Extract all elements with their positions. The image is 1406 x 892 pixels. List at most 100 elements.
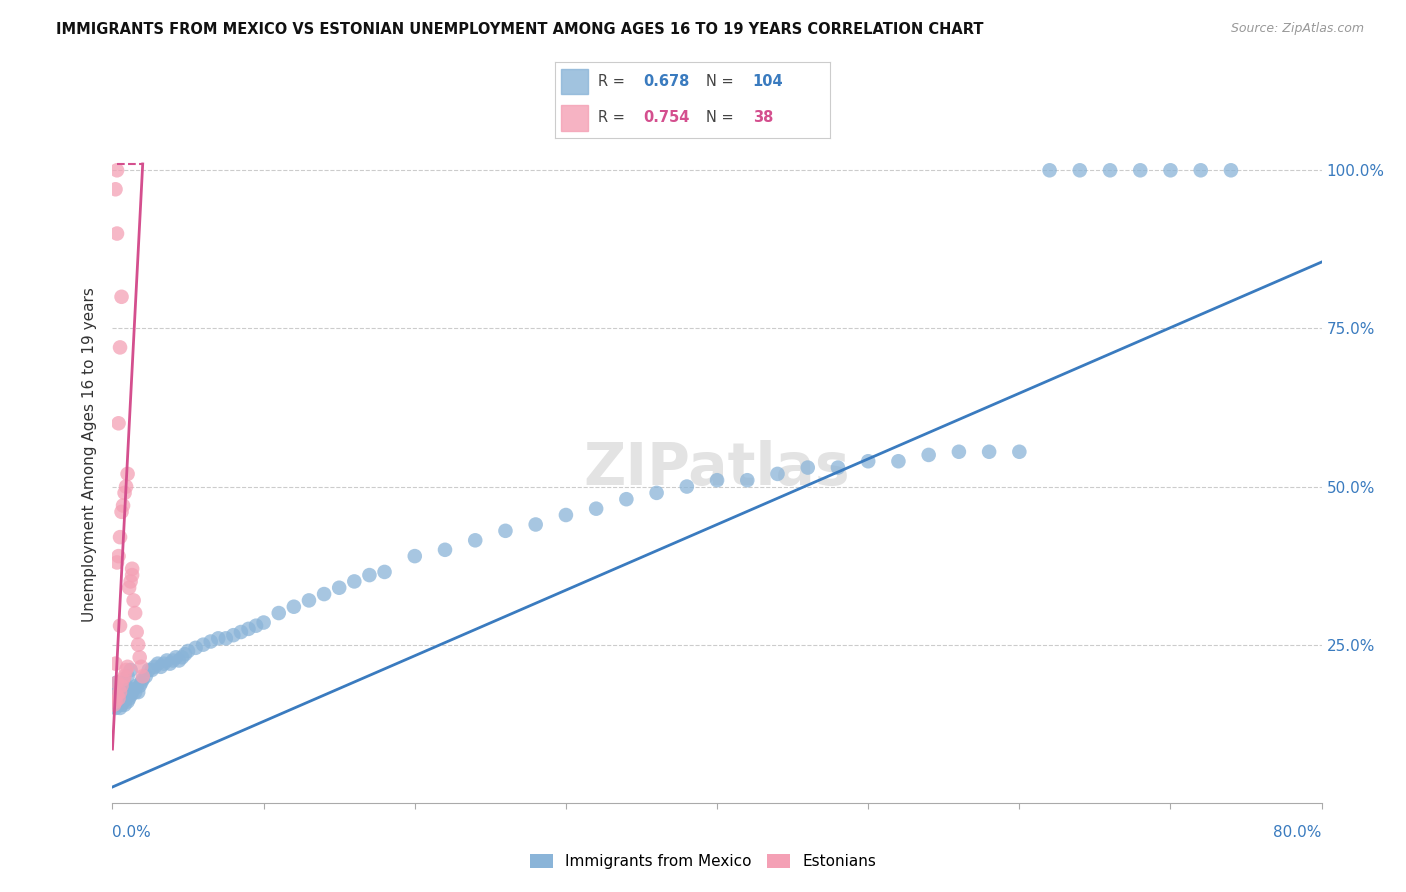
Point xyxy=(887,454,910,468)
Point xyxy=(105,675,128,690)
Text: R =: R = xyxy=(598,74,630,89)
Point xyxy=(374,565,396,579)
Point xyxy=(120,688,142,702)
Point xyxy=(314,587,336,601)
Point xyxy=(135,669,157,683)
Point xyxy=(132,673,155,687)
Text: 0.678: 0.678 xyxy=(643,74,689,89)
Text: 0.0%: 0.0% xyxy=(112,825,152,840)
Point xyxy=(948,444,970,458)
Point xyxy=(122,681,145,696)
Point xyxy=(110,679,132,693)
Text: 80.0%: 80.0% xyxy=(1274,825,1322,840)
Point xyxy=(174,647,197,661)
Point xyxy=(104,701,127,715)
Point xyxy=(1159,163,1181,178)
Point xyxy=(107,681,129,696)
Point xyxy=(105,695,128,709)
Point xyxy=(112,695,135,709)
Bar xyxy=(561,69,588,95)
Point xyxy=(170,650,193,665)
Point xyxy=(129,660,152,674)
Point xyxy=(267,606,290,620)
Point xyxy=(110,698,132,712)
Point xyxy=(1129,163,1152,178)
Point xyxy=(495,524,517,538)
Point xyxy=(141,663,163,677)
Point xyxy=(165,650,187,665)
Point xyxy=(127,685,149,699)
Point xyxy=(359,568,381,582)
Text: Source: ZipAtlas.com: Source: ZipAtlas.com xyxy=(1230,22,1364,36)
Point xyxy=(616,492,638,507)
Point xyxy=(128,679,150,693)
Point xyxy=(112,679,135,693)
Point xyxy=(105,688,128,702)
Point xyxy=(104,182,127,196)
Point xyxy=(114,698,136,712)
Point xyxy=(112,499,135,513)
Point xyxy=(115,663,138,677)
Point xyxy=(343,574,366,589)
Point xyxy=(124,685,146,699)
Point xyxy=(121,685,143,699)
Point xyxy=(110,685,132,699)
Point xyxy=(110,290,132,304)
Point xyxy=(1098,163,1121,178)
Point xyxy=(108,701,131,715)
Point xyxy=(159,657,181,671)
Point xyxy=(108,618,131,632)
Point xyxy=(121,562,143,576)
Point xyxy=(108,340,131,354)
Point xyxy=(554,508,576,522)
Text: N =: N = xyxy=(706,74,738,89)
Point xyxy=(464,533,486,548)
Point xyxy=(110,505,132,519)
Text: 104: 104 xyxy=(752,74,783,89)
Point xyxy=(127,638,149,652)
Point xyxy=(114,688,136,702)
Point xyxy=(222,628,245,642)
Point xyxy=(1189,163,1212,178)
Point xyxy=(433,542,456,557)
Point xyxy=(108,688,131,702)
Point xyxy=(108,679,131,693)
Point xyxy=(108,530,131,544)
Point xyxy=(162,653,184,667)
Point xyxy=(1220,163,1243,178)
Point xyxy=(645,486,668,500)
Point xyxy=(200,634,222,648)
Point xyxy=(114,486,136,500)
Point xyxy=(328,581,350,595)
Point xyxy=(138,663,160,677)
Point xyxy=(118,691,141,706)
Point xyxy=(108,685,131,699)
Text: N =: N = xyxy=(706,111,738,125)
Point xyxy=(229,625,252,640)
Point xyxy=(117,695,139,709)
Text: IMMIGRANTS FROM MEXICO VS ESTONIAN UNEMPLOYMENT AMONG AGES 16 TO 19 YEARS CORREL: IMMIGRANTS FROM MEXICO VS ESTONIAN UNEMP… xyxy=(56,22,984,37)
Point xyxy=(245,618,267,632)
Point xyxy=(706,473,728,487)
Point xyxy=(108,688,131,702)
Point xyxy=(856,454,880,468)
Point xyxy=(253,615,276,630)
Point xyxy=(766,467,789,481)
Point xyxy=(121,568,143,582)
Text: 38: 38 xyxy=(752,111,773,125)
Point xyxy=(129,675,152,690)
Point xyxy=(114,675,136,690)
Point xyxy=(107,691,129,706)
Point xyxy=(143,660,166,674)
Point xyxy=(107,698,129,712)
Point xyxy=(827,460,849,475)
Point xyxy=(110,685,132,699)
Point xyxy=(107,681,129,696)
Point xyxy=(167,653,190,667)
Point xyxy=(283,599,305,614)
Point xyxy=(103,688,125,702)
Point xyxy=(918,448,941,462)
Point xyxy=(115,479,138,493)
Point xyxy=(153,657,176,671)
Point xyxy=(105,675,128,690)
